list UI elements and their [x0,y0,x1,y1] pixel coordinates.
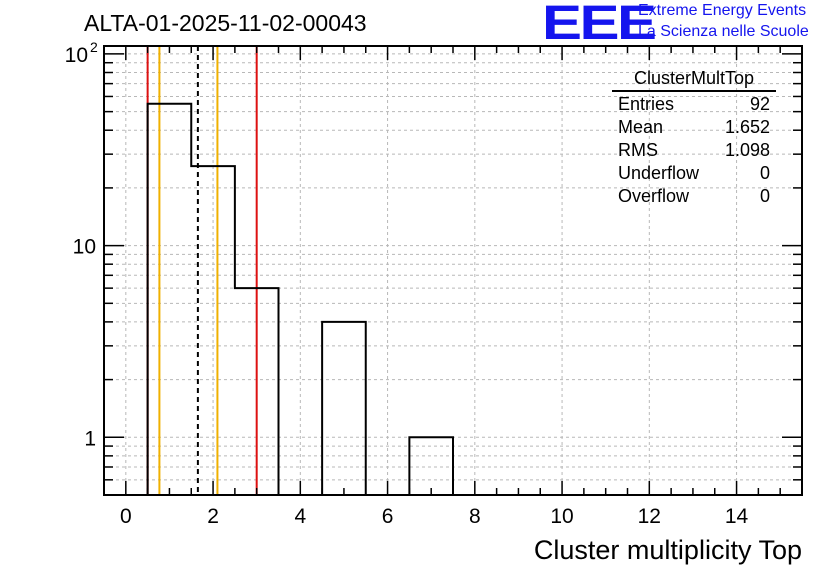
stats-row-rms: RMS 1.098 [612,140,776,163]
stats-box: ClusterMultTop Entries 92 Mean 1.652 RMS… [612,68,776,209]
y-tick-label: 10 [73,236,96,259]
stats-value: 0 [759,186,770,206]
stats-row-overflow: Overflow 0 [612,186,776,209]
histogram-bar [322,322,366,495]
stats-value: 1.098 [724,140,770,160]
eee-logo: EEE [542,0,657,50]
x-axis-label: Cluster multiplicity Top [533,535,802,565]
stats-label: Underflow [618,163,700,183]
y-tick-label: 1 [84,427,96,450]
stats-label: Mean [618,117,664,137]
stats-value: 0 [759,163,770,183]
x-tick-label: 6 [382,505,394,528]
x-tick-label: 0 [120,505,132,528]
stats-value: 92 [749,94,770,114]
stats-label: Overflow [618,186,690,206]
logo-line-1: Extreme Energy Events [638,2,807,19]
stats-row-entries: Entries 92 [612,94,776,117]
stats-value: 1.652 [724,117,770,137]
stats-label: Entries [618,94,675,114]
x-tick-label: 8 [469,505,481,528]
histogram-bar [148,104,192,495]
x-tick-label: 14 [725,505,749,528]
y-tick-exponent: 2 [90,39,98,55]
x-tick-label: 10 [550,505,573,528]
y-tick-label: 10 [65,44,88,67]
x-tick-label: 4 [294,505,306,528]
stats-title: ClusterMultTop [612,68,776,92]
x-tick-label: 2 [207,505,219,528]
stats-row-underflow: Underflow 0 [612,163,776,186]
logo-line-2: La Scienza nelle Scuole [638,23,809,40]
x-tick-label: 12 [638,505,661,528]
stats-label: RMS [618,140,658,160]
chart-title: ALTA-01-2025-11-02-00043 [84,10,367,36]
stats-row-mean: Mean 1.652 [612,117,776,140]
